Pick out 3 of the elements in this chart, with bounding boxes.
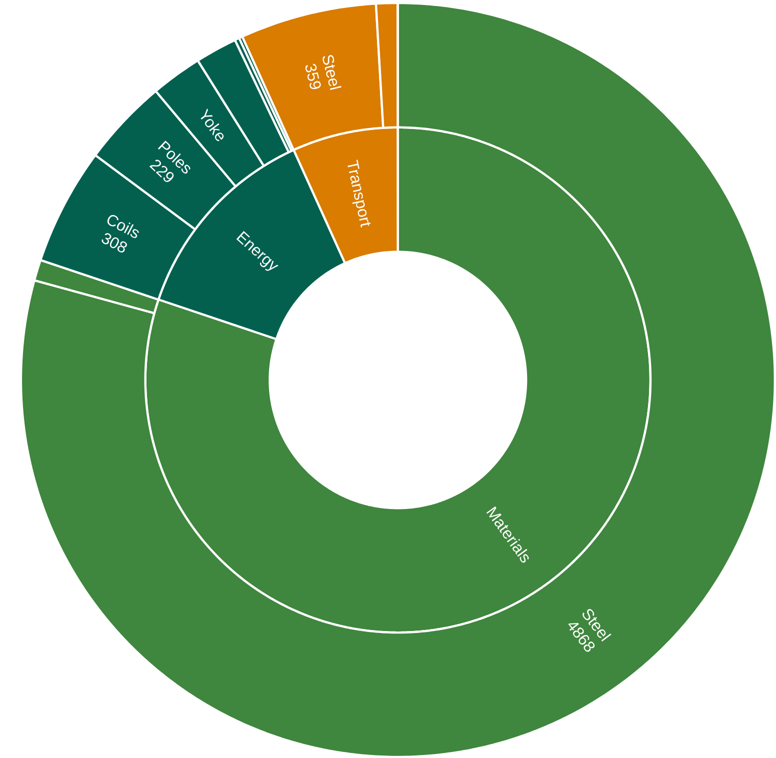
slice-label: Steel <box>322 55 342 90</box>
slice-label: Transport <box>348 160 371 228</box>
data-label: 359 <box>305 64 321 90</box>
